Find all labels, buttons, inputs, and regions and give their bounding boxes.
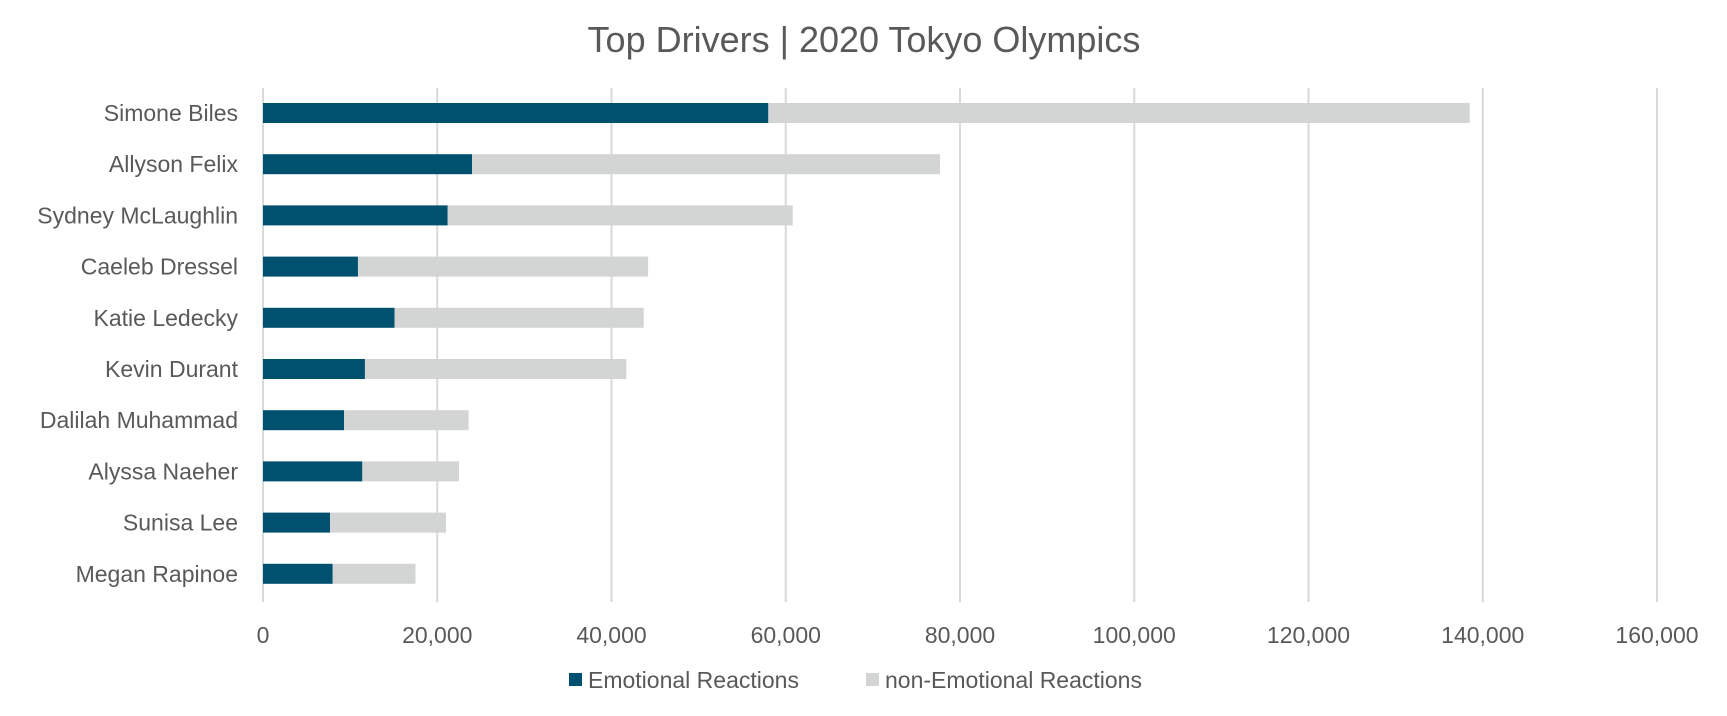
legend-swatch-emotional-reactions	[569, 673, 582, 686]
x-tick-label: 160,000	[1615, 622, 1698, 648]
bar-emotional-reactions-kevin-durant	[263, 359, 365, 379]
bar-non-emotional-reactions-simone-biles	[768, 103, 1470, 123]
legend-label-non-emotional-reactions: non-Emotional Reactions	[885, 667, 1142, 693]
x-tick-label: 20,000	[402, 622, 472, 648]
category-label-katie-ledecky: Katie Ledecky	[94, 305, 239, 331]
category-label-dalilah-muhammad: Dalilah Muhammad	[40, 407, 238, 433]
category-label-caeleb-dressel: Caeleb Dressel	[81, 254, 238, 280]
bar-emotional-reactions-megan-rapinoe	[263, 563, 333, 584]
bar-non-emotional-reactions-megan-rapinoe	[332, 563, 416, 584]
bar-non-emotional-reactions-sunisa-lee	[330, 512, 446, 533]
bars	[263, 103, 1470, 584]
category-label-alyssa-naeher: Alyssa Naeher	[88, 458, 238, 484]
bar-non-emotional-reactions-dalilah-muhammad	[344, 410, 469, 431]
x-tick-label: 140,000	[1441, 622, 1524, 648]
bar-emotional-reactions-dalilah-muhammad	[263, 410, 345, 431]
bar-emotional-reactions-sunisa-lee	[263, 512, 331, 533]
x-tick-label: 0	[257, 622, 270, 648]
bar-non-emotional-reactions-kevin-durant	[364, 359, 627, 379]
bar-non-emotional-reactions-sydney-mclaughlin	[447, 205, 793, 226]
category-label-sunisa-lee: Sunisa Lee	[123, 510, 238, 536]
x-tick-label: 60,000	[751, 622, 821, 648]
bar-non-emotional-reactions-katie-ledecky	[394, 307, 644, 328]
category-label-sydney-mclaughlin: Sydney McLaughlin	[37, 202, 238, 228]
category-label-megan-rapinoe: Megan Rapinoe	[76, 561, 238, 587]
bar-emotional-reactions-caeleb-dressel	[263, 256, 358, 277]
bar-non-emotional-reactions-alyssa-naeher	[362, 461, 460, 482]
bar-emotional-reactions-allyson-felix	[263, 154, 473, 175]
x-tick-label: 100,000	[1093, 622, 1176, 648]
bar-emotional-reactions-sydney-mclaughlin	[263, 205, 448, 226]
x-tick-label: 40,000	[576, 622, 646, 648]
bar-non-emotional-reactions-caeleb-dressel	[357, 256, 649, 277]
legend-swatch-non-emotional-reactions	[866, 673, 879, 686]
bar-emotional-reactions-simone-biles	[263, 103, 769, 123]
category-label-kevin-durant: Kevin Durant	[105, 356, 239, 382]
x-tick-labels: 0 20,000 40,000 60,000 80,000 100,000 120,000 1…	[257, 622, 1699, 648]
legend-label-emotional-reactions: Emotional Reactions	[588, 667, 799, 693]
legend: Emotional Reactions non-Emotional Reactio…	[569, 667, 1142, 693]
x-tick-label: 120,000	[1267, 622, 1350, 648]
bar-emotional-reactions-katie-ledecky	[263, 307, 395, 328]
category-label-allyson-felix: Allyson Felix	[109, 151, 239, 177]
chart-title: Top Drivers | 2020 Tokyo Olympics	[588, 19, 1141, 60]
x-tick-label: 80,000	[925, 622, 995, 648]
bar-non-emotional-reactions-allyson-felix	[472, 154, 940, 175]
bar-emotional-reactions-alyssa-naeher	[263, 461, 363, 482]
category-labels: Simone Biles Allyson Felix Sydney McLaughl…	[37, 100, 238, 587]
category-label-simone-biles: Simone Biles	[104, 100, 238, 126]
